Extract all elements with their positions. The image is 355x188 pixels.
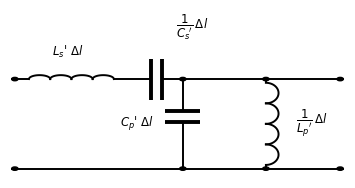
Circle shape (263, 77, 269, 81)
Circle shape (337, 77, 343, 81)
Text: $L_s$' $\mathit{\Delta l}$: $L_s$' $\mathit{\Delta l}$ (52, 44, 83, 60)
Circle shape (12, 77, 18, 81)
Text: $\dfrac{1}{L_p{}'}\,\mathit{\Delta l}$: $\dfrac{1}{L_p{}'}\,\mathit{\Delta l}$ (296, 108, 328, 139)
Circle shape (263, 167, 269, 170)
Circle shape (180, 167, 186, 170)
Text: $\dfrac{1}{C_s{}'}\,\mathit{\Delta l}$: $\dfrac{1}{C_s{}'}\,\mathit{\Delta l}$ (175, 12, 208, 42)
Circle shape (337, 167, 343, 170)
Circle shape (180, 77, 186, 81)
Circle shape (12, 167, 18, 170)
Text: $C_p$' $\mathit{\Delta l}$: $C_p$' $\mathit{\Delta l}$ (120, 115, 154, 133)
